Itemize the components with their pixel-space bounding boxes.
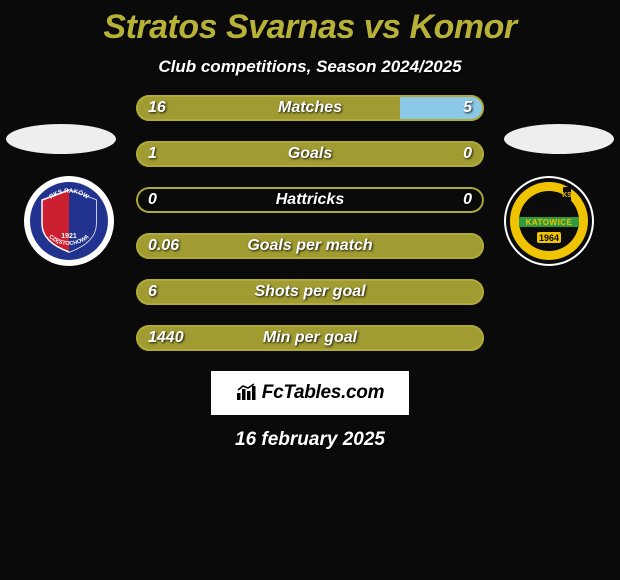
stat-label: Shots per goal xyxy=(136,279,484,305)
stat-value-left: 6 xyxy=(148,279,157,305)
stat-row: Matches16 5 xyxy=(136,95,484,121)
stat-value-left: 16 xyxy=(148,95,166,121)
stat-value-left: 0 xyxy=(148,187,157,213)
brand-logo: FcTables.com xyxy=(211,371,409,415)
stat-label: Goals xyxy=(136,141,484,167)
stat-label: Min per goal xyxy=(136,325,484,351)
stats-rows: Matches165Goals10Hattricks00Goals per ma… xyxy=(0,95,620,351)
stat-row: Goals per match0.06 xyxy=(136,233,484,259)
stat-value-right: 0 xyxy=(463,187,472,213)
chart-icon xyxy=(236,383,258,404)
stat-row: Hattricks0 0 xyxy=(136,187,484,213)
stat-label: Goals per match xyxy=(136,233,484,259)
stat-value-left: 0.06 xyxy=(148,233,179,259)
stat-value-left: 1 xyxy=(148,141,157,167)
stat-label: Matches xyxy=(136,95,484,121)
stat-label: Hattricks xyxy=(136,187,484,213)
stat-row: Shots per goal6 xyxy=(136,279,484,305)
stat-value-right: 5 xyxy=(463,95,472,121)
stat-value-left: 1440 xyxy=(148,325,184,351)
stat-row: Min per goal1440 xyxy=(136,325,484,351)
page-title: Stratos Svarnas vs Komor xyxy=(0,0,620,47)
stat-row: Goals1 0 xyxy=(136,141,484,167)
brand-text: FcTables.com xyxy=(262,382,384,404)
subtitle: Club competitions, Season 2024/2025 xyxy=(0,57,620,77)
stat-value-right: 0 xyxy=(463,141,472,167)
footer-date: 16 february 2025 xyxy=(0,429,620,451)
